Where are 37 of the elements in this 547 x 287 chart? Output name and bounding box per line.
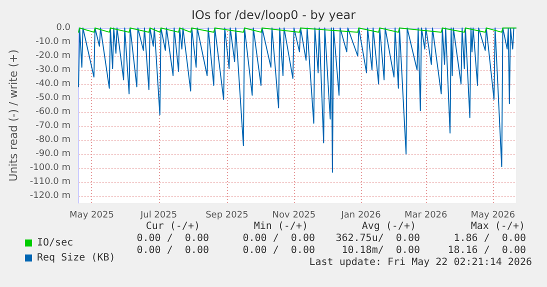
y-axis-title: Units read (-) / write (+): [7, 49, 20, 182]
text: Min (-/+): [254, 221, 308, 233]
y-tick-label: -10.0 m: [36, 37, 71, 47]
x-tick-label: Sep 2025: [206, 210, 248, 220]
text: 0.00 / 0.00: [136, 245, 209, 257]
legend-label: IO/sec: [37, 238, 74, 248]
text: 0.00 / 0.00: [136, 233, 209, 245]
y-tick-label: -40.0 m: [36, 79, 71, 89]
text: 0.00 / 0.00: [242, 245, 315, 257]
y-tick-label: -60.0 m: [36, 107, 71, 117]
y-tick-label: -100.0 m: [30, 163, 71, 173]
y-tick-label: -110.0 m: [30, 177, 71, 187]
x-tick-label: May 2026: [470, 210, 516, 220]
chart-title: IOs for /dev/loop0 - by year: [191, 8, 356, 22]
x-tick-label: Jan 2026: [340, 210, 382, 220]
text: 0.00 / 0.00: [242, 233, 315, 245]
y-tick-label: -30.0 m: [36, 65, 71, 75]
text: Last update: Fri May 22 02:21:14 2026: [309, 257, 532, 269]
x-tick-label: May 2025: [70, 210, 114, 220]
y-tick-label: -90.0 m: [36, 149, 71, 159]
text: 1.86 / 0.00: [454, 233, 526, 245]
y-tick-label: -80.0 m: [36, 135, 71, 145]
x-tick-label: Mar 2026: [404, 210, 448, 220]
text: Cur (-/+): [146, 221, 200, 233]
text: Avg (-/+): [362, 221, 416, 233]
text: 18.16 / 0.00: [448, 245, 526, 257]
legend-label: Req Size (KB): [37, 252, 116, 264]
y-tick-label: -120.0 m: [30, 191, 71, 201]
y-tick-label: -20.0 m: [36, 51, 71, 61]
x-tick-label: Jul 2025: [139, 210, 178, 220]
y-tick-label: -70.0 m: [36, 121, 71, 131]
y-tick-label: 0.0: [56, 23, 71, 33]
text: 362.75u/ 0.00: [336, 233, 420, 245]
y-tick-label: -50.0 m: [36, 93, 71, 103]
x-tick-label: Nov 2025: [272, 210, 316, 220]
text: Max (-/+): [470, 221, 525, 233]
text: 10.18m/ 0.00: [342, 245, 420, 257]
